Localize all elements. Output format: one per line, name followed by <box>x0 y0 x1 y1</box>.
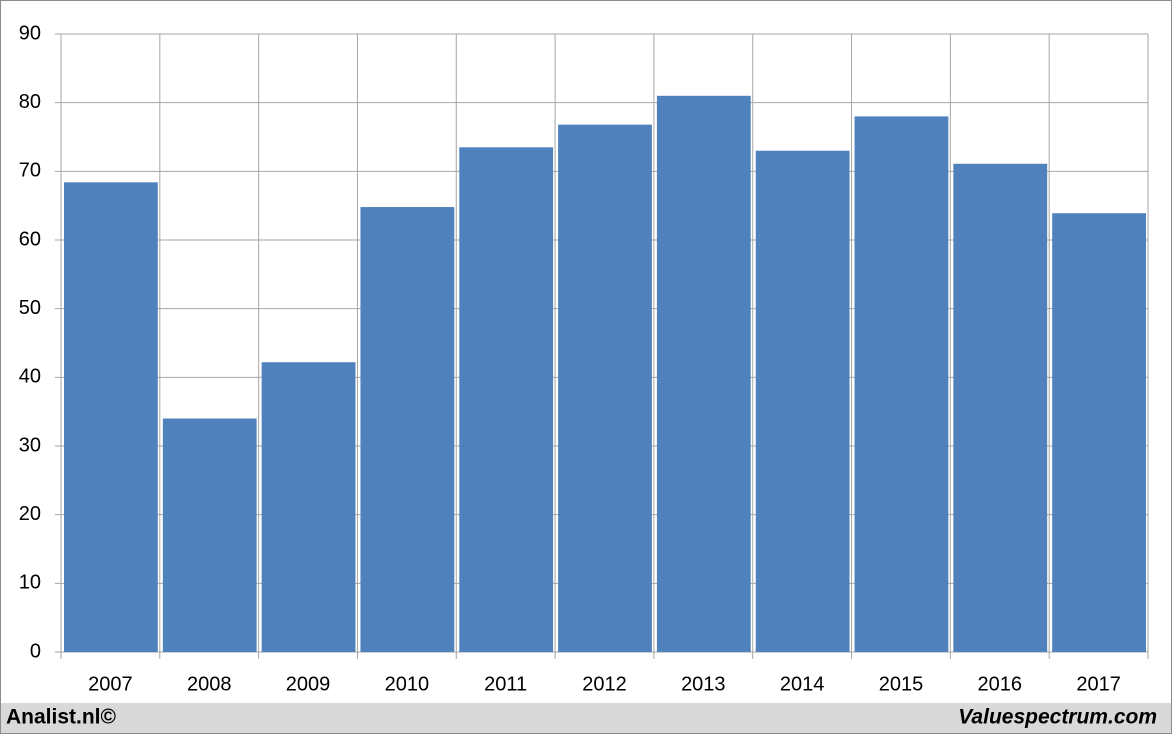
x-tick-label: 2017 <box>1076 673 1121 695</box>
x-tick-label: 2010 <box>385 673 430 695</box>
y-tick-label: 70 <box>19 160 41 182</box>
footer-right: Valuespectrum.com <box>958 706 1157 729</box>
x-tick-label: 2015 <box>879 673 924 695</box>
x-tick-label: 2009 <box>286 673 331 695</box>
x-tick-label: 2014 <box>780 673 825 695</box>
bar <box>162 418 257 652</box>
x-tick-label: 2007 <box>88 673 133 695</box>
y-tick-label: 0 <box>30 640 41 662</box>
bar <box>656 95 751 653</box>
bar <box>854 116 949 652</box>
y-tick-label: 10 <box>19 572 41 594</box>
footer-left: Analist.nl© <box>6 706 117 729</box>
y-tick-label: 50 <box>19 297 41 319</box>
bar <box>558 124 652 652</box>
x-tick-label: 2008 <box>187 673 232 695</box>
bar <box>261 362 356 652</box>
footer-band <box>1 703 1171 733</box>
label-layer: 0 10 20 30 40 50 60 70 80 90 2007 2008 2009 2010 2011 2… <box>19 22 1121 695</box>
y-tick-label: 20 <box>19 503 41 525</box>
bar <box>360 207 455 653</box>
bar <box>953 163 1048 652</box>
bar-layer <box>64 95 1146 653</box>
x-tick-label: 2011 <box>484 673 527 695</box>
x-tick-label: 2012 <box>582 673 627 695</box>
y-tick-label: 30 <box>19 434 41 456</box>
y-tick-label: 80 <box>19 91 41 113</box>
bar <box>459 147 554 653</box>
x-tick-label: 2013 <box>681 673 726 695</box>
x-tick-label: 2016 <box>978 673 1023 695</box>
y-tick-label: 90 <box>19 22 41 44</box>
bar <box>64 182 158 652</box>
y-tick-label: 40 <box>19 366 41 388</box>
bar <box>755 150 850 652</box>
bar <box>1052 213 1146 652</box>
y-tick-label: 60 <box>19 228 41 250</box>
